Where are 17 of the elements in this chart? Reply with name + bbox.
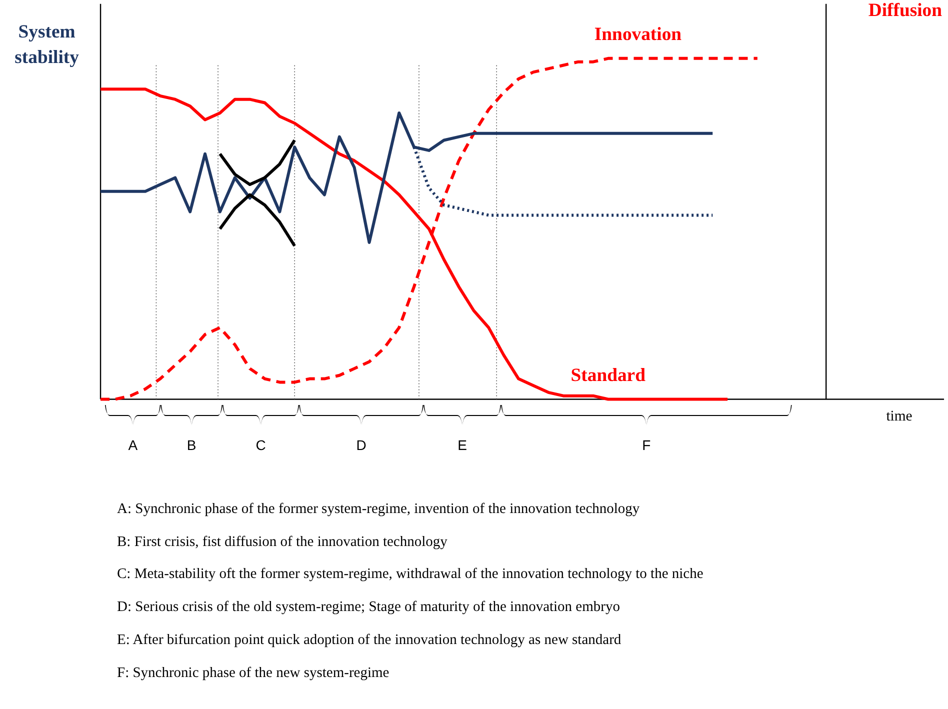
y-axis-title: System stability [14, 22, 80, 68]
text: B: First crisis, fist diffusion of the innovation technology [117, 532, 448, 552]
text: F [642, 437, 651, 453]
text: D [356, 437, 366, 453]
text: E [458, 437, 467, 453]
text: C: Meta-stability oft the former system-regime, withdrawal of the innovation technology to the niche [117, 565, 704, 584]
text: E: After bifurcation point quick adoption of the innovation technology as new standard [117, 630, 622, 650]
text: C [256, 437, 266, 453]
text: A: Synchronic phase of the former system-regime, invention of the innovation technology [117, 500, 641, 519]
text: F: Synchronic phase of the new system-regime [117, 664, 390, 683]
y2-axis-title: Diffusion [868, 0, 943, 22]
x-axis-title: time [886, 408, 912, 424]
text: A [128, 437, 138, 453]
series-label: Innovation [594, 24, 682, 46]
text: D: Serious crisis of the old system-regime; Stage of maturity of the innovation embryo [117, 598, 621, 618]
series-label: Standard [570, 364, 646, 386]
text: B [186, 437, 196, 453]
